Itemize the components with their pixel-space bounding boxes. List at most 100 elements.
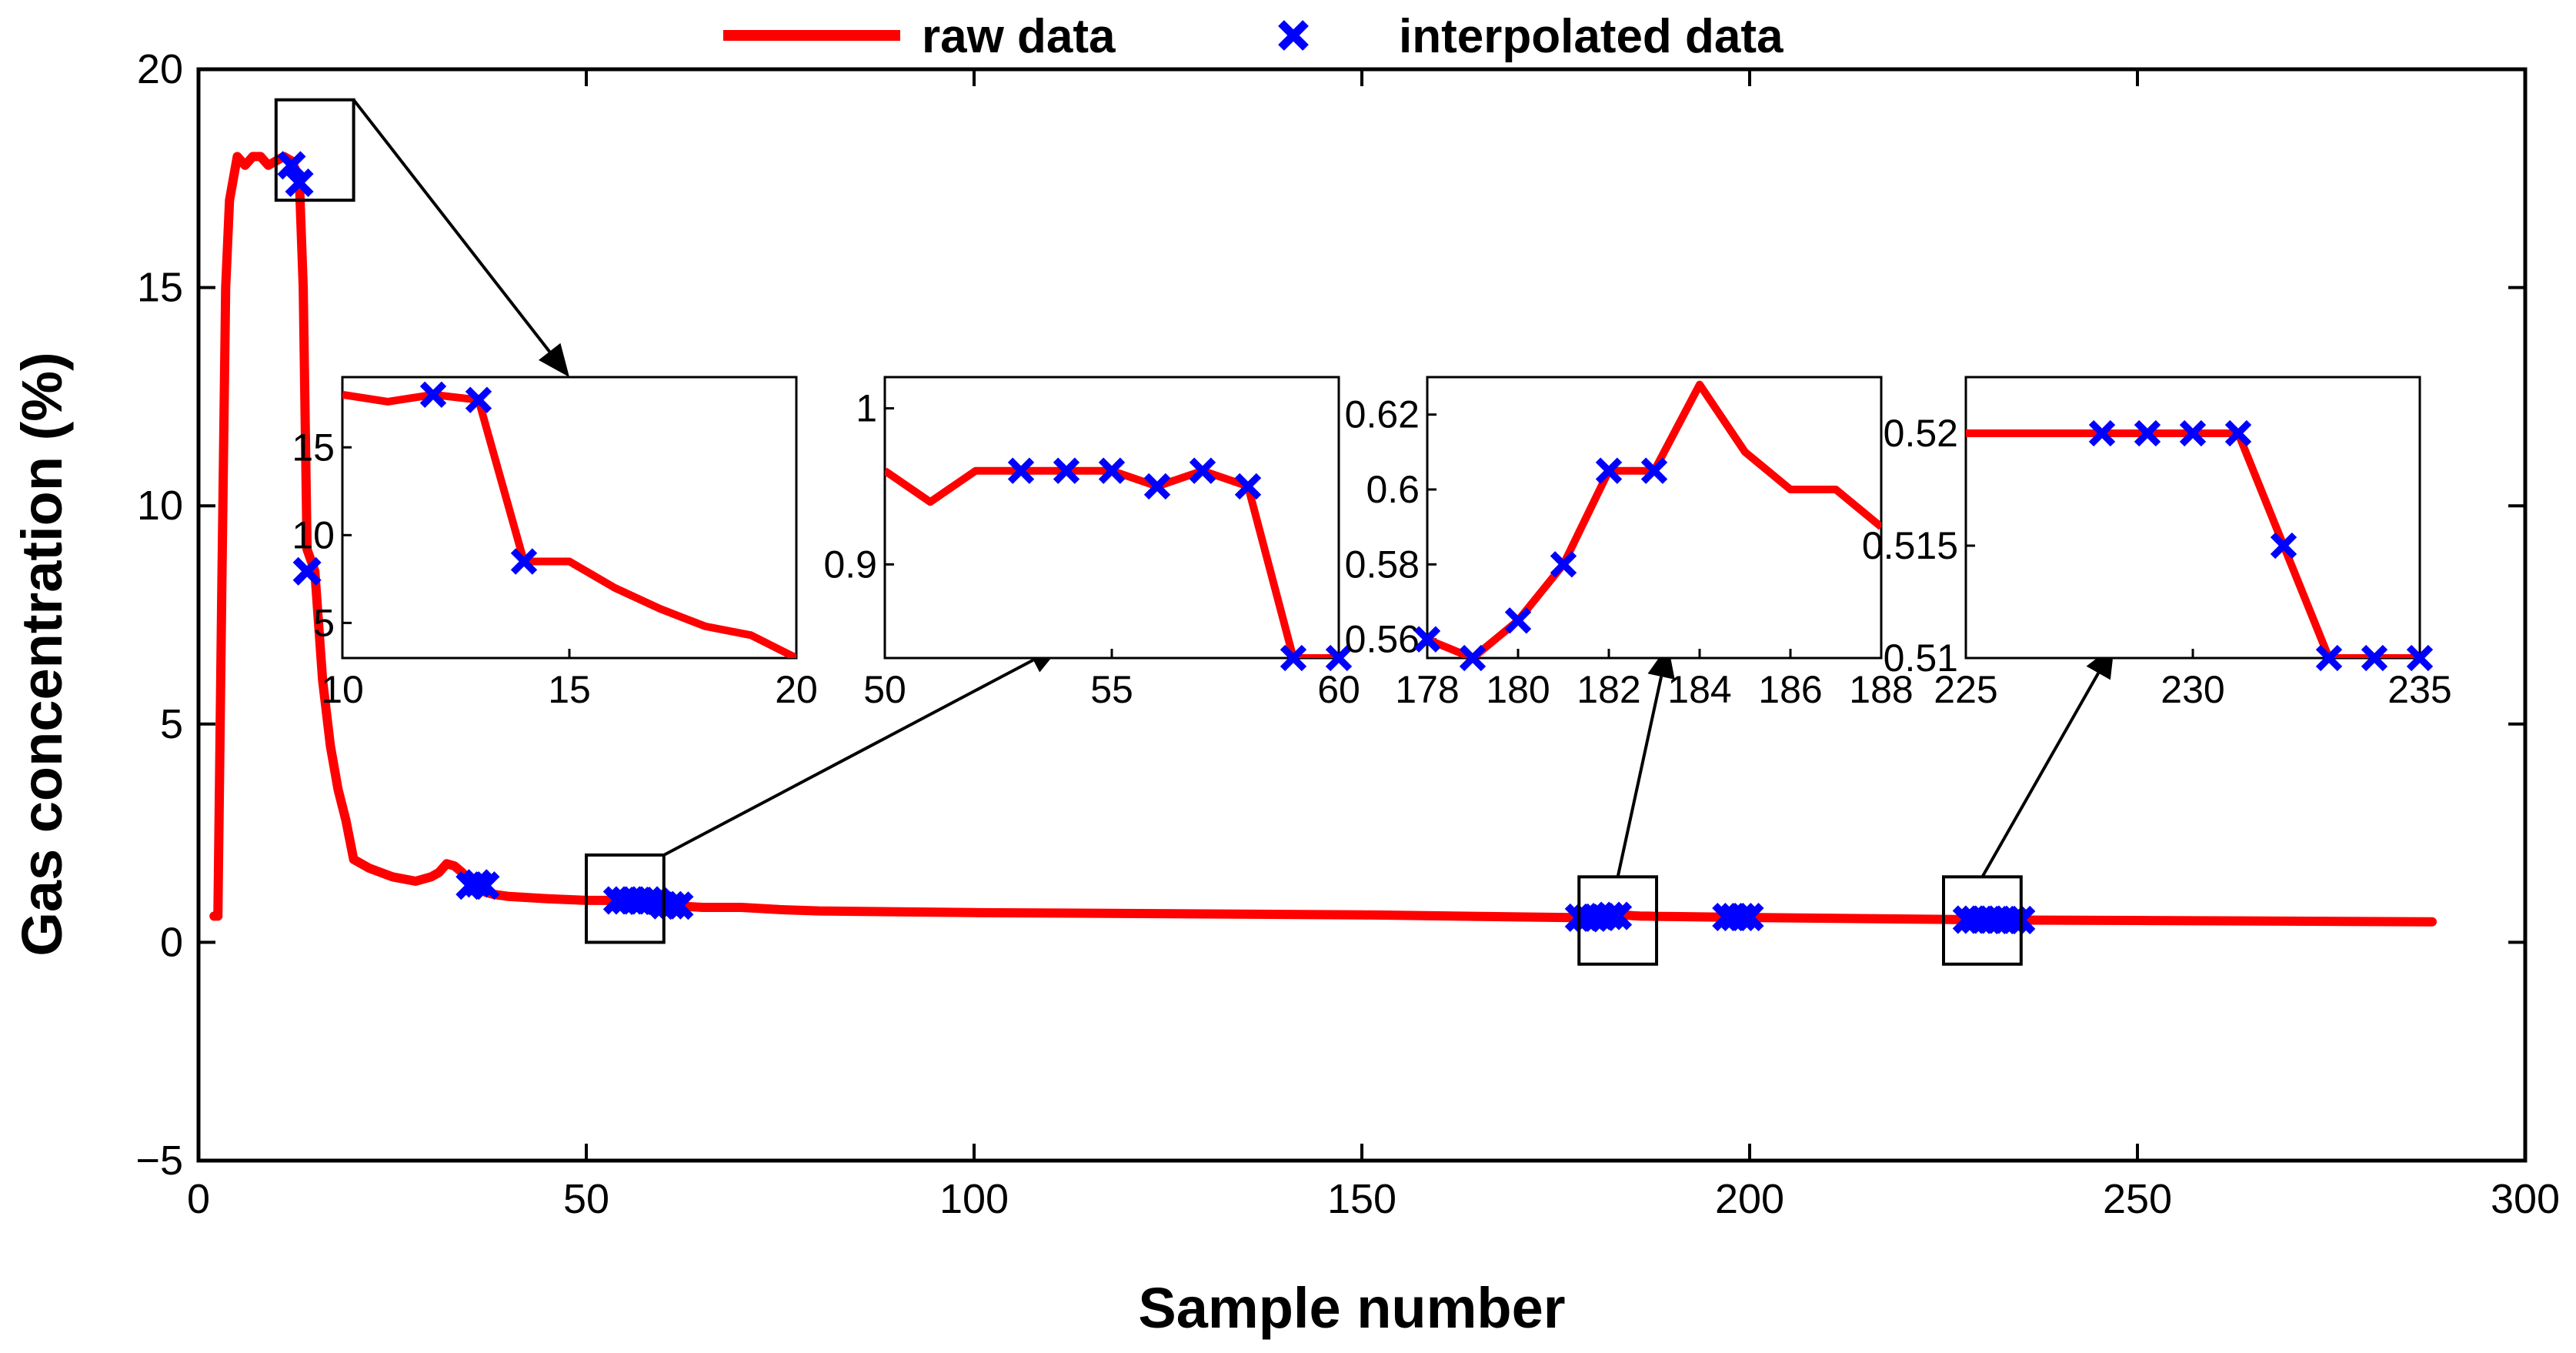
- inset-x-tick-label: 225: [1934, 668, 1997, 711]
- legend-raw-label: raw data: [922, 10, 1116, 63]
- inset-x-tick-label: 15: [548, 668, 591, 711]
- inset-interpolated-point: [1098, 457, 1126, 484]
- inset-interpolated-point: [2361, 644, 2388, 672]
- interpolated-point: [471, 871, 500, 900]
- inset-interpolated-point-stroke-b: [1640, 457, 1668, 484]
- inset-x-tick-label: 178: [1395, 668, 1459, 711]
- inset-frame: [1426, 376, 1883, 660]
- legend: raw data interpolated data: [723, 10, 1784, 63]
- inset-interpolated-point: [2179, 419, 2207, 447]
- x-axis-label: Sample number: [1138, 1276, 1565, 1340]
- y-tick-label: 5: [160, 701, 183, 747]
- interpolated-point: [1727, 902, 1757, 932]
- interpolated-point-stroke-b: [292, 556, 322, 586]
- inset-x-tick-label: 235: [2387, 668, 2451, 711]
- inset-interpolated-point-stroke-b: [2270, 532, 2297, 560]
- inset-interpolated-point-stroke-b: [1504, 607, 1532, 634]
- interpolated-point-stroke-b: [1603, 901, 1633, 930]
- inset-interpolated-point-stroke-b: [1098, 457, 1126, 484]
- inset-interpolated-point-stroke-b: [510, 548, 538, 575]
- inset-interpolated-point: [1640, 457, 1668, 484]
- inset-x-tick-label: 10: [321, 668, 364, 711]
- interpolated-point: [1603, 901, 1633, 930]
- x-tick-label: 250: [2103, 1176, 2172, 1222]
- x-tick-label: 300: [2491, 1176, 2560, 1222]
- inset-x-tick-label: 180: [1486, 668, 1550, 711]
- inset-interpolated-point-stroke-b: [1550, 551, 1577, 578]
- interpolated-point-stroke-b: [1735, 902, 1764, 932]
- inset-y-tick-label: 1: [856, 387, 877, 430]
- zoom-arrow-1-head: [538, 342, 569, 377]
- inset-y-tick-label: 0.62: [1345, 393, 1420, 436]
- y-tick-label: 0: [160, 919, 183, 965]
- y-tick-label: −5: [135, 1138, 183, 1184]
- inset-y-tick-label: 15: [292, 426, 335, 469]
- inset-x-tick-label: 186: [1758, 668, 1822, 711]
- inset-x-tick-label: 50: [863, 668, 906, 711]
- inset-x-tick-label: 60: [1317, 668, 1360, 711]
- x-tick-label: 150: [1327, 1176, 1396, 1222]
- zoom-box-2: [585, 853, 666, 944]
- inset-plot-4: 225 230 235 0.51 0.515 0.52: [1862, 376, 2452, 711]
- inset-x-tick-label: 55: [1090, 668, 1133, 711]
- inset-y-tick-label: 10: [292, 513, 335, 556]
- inset-y-tick-label: 5: [313, 601, 335, 644]
- inset-x-tick-label: 184: [1667, 668, 1731, 711]
- zoom-arrow-4-shaft: [1980, 672, 2100, 878]
- inset-interpolated-point-stroke-b: [2224, 419, 2252, 447]
- inset-interpolated-point-stroke-b: [1189, 457, 1216, 484]
- inset-x-tick-label: 20: [775, 668, 818, 711]
- inset-y-tick-label: 0.51: [1884, 636, 1958, 680]
- inset-interpolated-point: [2134, 419, 2161, 447]
- inset-y-tick-label: 0.58: [1345, 543, 1420, 586]
- inset-interpolated-point: [1504, 607, 1532, 634]
- inset-interpolated-point: [1413, 626, 1441, 653]
- inset-plot-1: 10 15 20 5 10 15: [292, 376, 818, 711]
- x-tick-label: 200: [1715, 1176, 1784, 1222]
- inset-interpolated-point-stroke-b: [2406, 644, 2434, 672]
- inset-interpolated-point: [465, 386, 492, 413]
- zoom-arrow-3-shaft: [1616, 676, 1663, 877]
- inset-interpolated-point: [1234, 473, 1262, 500]
- inset-interpolated-point-stroke-b: [465, 386, 492, 413]
- inset-interpolated-point-stroke-b: [2088, 419, 2116, 447]
- inset-interpolated-point-stroke-b: [1595, 457, 1623, 484]
- inset-interpolated-point-stroke-b: [419, 381, 447, 408]
- inset-interpolated-point: [1595, 457, 1623, 484]
- inset-interpolated-point: [2270, 532, 2297, 560]
- y-tick-label: 10: [137, 483, 183, 529]
- inset-interpolated-point: [1007, 457, 1035, 484]
- interpolated-point-stroke-b: [471, 871, 500, 900]
- inset-interpolated-point: [2406, 644, 2434, 672]
- inset-interpolated-point-stroke-b: [1234, 473, 1262, 500]
- inset-interpolated-point: [1143, 473, 1171, 500]
- zoom-arrow-1: [352, 99, 569, 377]
- y-axis-label: Gas concentration (%): [10, 352, 74, 956]
- inset-x-tick-label: 230: [2161, 668, 2224, 711]
- inset-interpolated-point-stroke-b: [1007, 457, 1035, 484]
- interpolated-point: [285, 168, 314, 198]
- inset-frame: [883, 376, 1340, 660]
- interpolated-point: [1735, 902, 1764, 932]
- y-tick-label: 20: [137, 46, 183, 92]
- inset-x-tick-label: 188: [1849, 668, 1913, 711]
- inset-interpolated-point-stroke-b: [1325, 644, 1353, 672]
- inset-interpolated-point-stroke-b: [1280, 644, 1307, 672]
- inset-interpolated-point-stroke-b: [1459, 644, 1487, 672]
- inset-interpolated-point: [2224, 419, 2252, 447]
- inset-frame: [1964, 376, 2421, 660]
- zoom-arrow-2-shaft: [662, 658, 1034, 857]
- inset-interpolated-point: [1189, 457, 1216, 484]
- inset-interpolated-point: [1459, 644, 1487, 672]
- interpolated-point: [277, 151, 306, 180]
- interpolated-point: [1596, 901, 1625, 930]
- inset-interpolated-point-stroke-b: [2134, 419, 2161, 447]
- zoom-box-1: [274, 98, 355, 202]
- inset-y-tick-label: 0.9: [823, 543, 877, 586]
- inset-interpolated-point-stroke-b: [1143, 473, 1171, 500]
- inset-plot-3: 178 180 182 184 186 188 0.56 0.58 0.6 0.62: [1345, 376, 1914, 711]
- inset-interpolated-point: [1053, 457, 1080, 484]
- inset-frame: [341, 376, 798, 660]
- interpolated-point: [665, 891, 694, 920]
